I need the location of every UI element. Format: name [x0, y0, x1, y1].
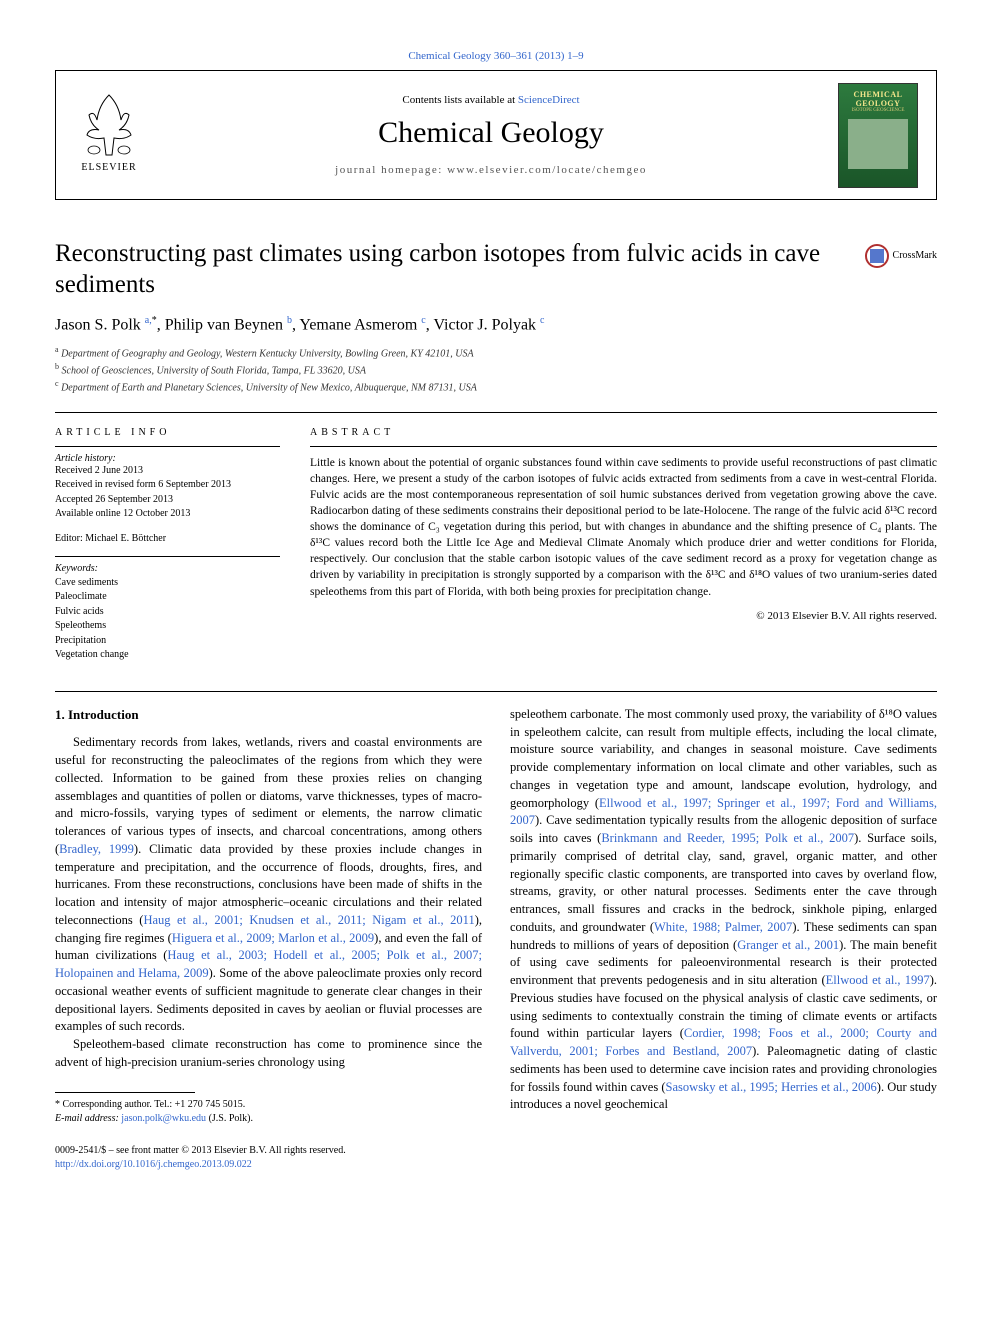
affiliation: a Department of Geography and Geology, W… [55, 344, 937, 361]
intro-heading: 1. Introduction [55, 706, 482, 724]
abstract-copyright: © 2013 Elsevier B.V. All rights reserved… [310, 610, 937, 622]
cover-image [848, 119, 908, 169]
ref-link[interactable]: Ellwood et al., 1997 [826, 973, 930, 987]
abstract: abstract Little is known about the poten… [310, 427, 937, 663]
column-right: speleothem carbonate. The most commonly … [510, 706, 937, 1172]
corresponding-footnote: * Corresponding author. Tel.: +1 270 745… [55, 1098, 482, 1126]
history-line: Received in revised form 6 September 201… [55, 478, 280, 493]
section-divider [55, 691, 937, 692]
ref-link[interactable]: Bradley, 1999 [59, 842, 134, 856]
keywords-label: Keywords: [55, 563, 280, 574]
history-line: Available online 12 October 2013 [55, 507, 280, 522]
keyword: Paleoclimate [55, 590, 280, 605]
intro-para-2: Speleothem-based climate reconstruction … [55, 1036, 482, 1072]
cover-subtitle: ISOTOPE GEOSCIENCE [839, 108, 917, 113]
ref-link[interactable]: Brinkmann and Reeder, 1995; Polk et al.,… [601, 831, 854, 845]
journal-cover: CHEMICAL GEOLOGY ISOTOPE GEOSCIENCE [838, 83, 918, 188]
issue-citation[interactable]: Chemical Geology 360–361 (2013) 1–9 [55, 50, 937, 62]
history-line: Accepted 26 September 2013 [55, 493, 280, 508]
article-info: article info Article history: Received 2… [55, 427, 280, 663]
abstract-heading: abstract [310, 427, 937, 438]
affiliation: b School of Geosciences, University of S… [55, 361, 937, 378]
keyword: Vegetation change [55, 648, 280, 663]
elsevier-logo: ELSEVIER [74, 90, 144, 180]
elsevier-name: ELSEVIER [81, 162, 136, 173]
editor: Editor: Michael E. Böttcher [55, 532, 280, 546]
ref-link[interactable]: Haug et al., 2001; Knudsen et al., 2011;… [143, 913, 474, 927]
authors: Jason S. Polk a,*, Philip van Beynen b, … [55, 315, 937, 334]
keyword: Precipitation [55, 634, 280, 649]
journal-header: ELSEVIER Contents lists available at Sci… [55, 70, 937, 200]
body-text: 1. Introduction Sedimentary records from… [55, 706, 937, 1172]
article-info-heading: article info [55, 427, 280, 438]
email-link[interactable]: jason.polk@wku.edu [121, 1113, 206, 1124]
history-label: Article history: [55, 453, 280, 464]
footnote-rule [55, 1092, 195, 1093]
sciencedirect-link[interactable]: ScienceDirect [518, 94, 580, 106]
affiliation: c Department of Earth and Planetary Scie… [55, 378, 937, 395]
ref-link[interactable]: Granger et al., 2001 [737, 938, 839, 952]
keyword: Fulvic acids [55, 605, 280, 620]
journal-homepage: journal homepage: www.elsevier.com/locat… [144, 164, 838, 176]
intro-para-1: Sedimentary records from lakes, wetlands… [55, 734, 482, 1036]
ref-link[interactable]: Higuera et al., 2009; Marlon et al., 200… [172, 931, 374, 945]
doi-link[interactable]: http://dx.doi.org/10.1016/j.chemgeo.2013… [55, 1159, 252, 1170]
affiliations: a Department of Geography and Geology, W… [55, 344, 937, 396]
page-footer: 0009-2541/$ – see front matter © 2013 El… [55, 1144, 482, 1172]
article-title: Reconstructing past climates using carbo… [55, 238, 937, 301]
journal-name: Chemical Geology [144, 116, 838, 150]
intro-para-cont: speleothem carbonate. The most commonly … [510, 706, 937, 1114]
keyword: Cave sediments [55, 576, 280, 591]
contents-line: Contents lists available at ScienceDirec… [144, 94, 838, 106]
crossmark-icon [865, 244, 889, 268]
cover-title: CHEMICAL GEOLOGY [839, 84, 917, 108]
keyword: Speleothems [55, 619, 280, 634]
history-line: Received 2 June 2013 [55, 464, 280, 479]
ref-link[interactable]: White, 1988; Palmer, 2007 [654, 920, 792, 934]
column-left: 1. Introduction Sedimentary records from… [55, 706, 482, 1172]
ref-link[interactable]: Sasowsky et al., 1995; Herries et al., 2… [666, 1080, 877, 1094]
crossmark-badge[interactable]: CrossMark [865, 244, 937, 268]
divider [55, 412, 937, 413]
abstract-text: Little is known about the potential of o… [310, 446, 937, 600]
elsevier-tree-icon [79, 90, 139, 160]
